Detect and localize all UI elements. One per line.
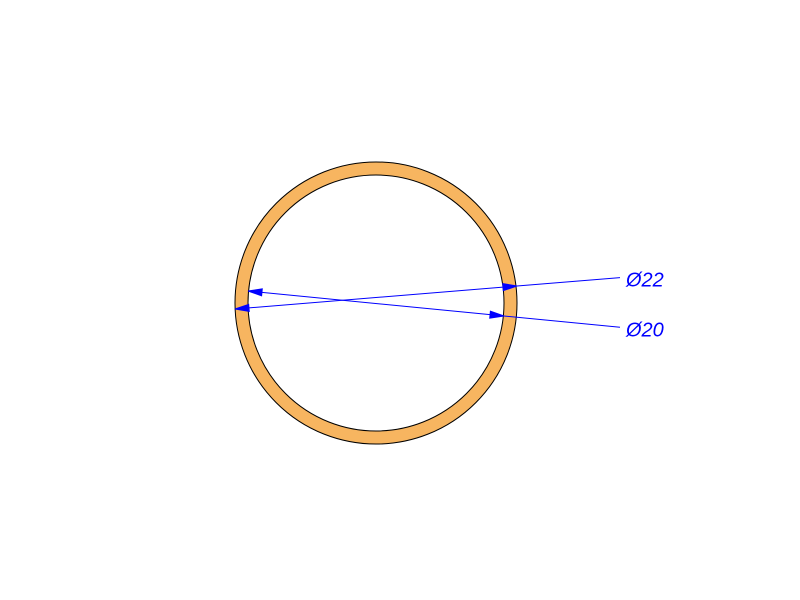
inner-diameter-arrow-right xyxy=(490,311,504,318)
outer-diameter-leader xyxy=(249,287,503,308)
inner-diameter-extension xyxy=(504,316,620,327)
inner-diameter-label: Ø20 xyxy=(625,319,664,341)
inner-diameter-arrow-left xyxy=(248,289,262,296)
inner-diameter-leader xyxy=(262,292,490,314)
outer-diameter-extension xyxy=(517,278,620,286)
outer-diameter-label: Ø22 xyxy=(625,269,664,291)
